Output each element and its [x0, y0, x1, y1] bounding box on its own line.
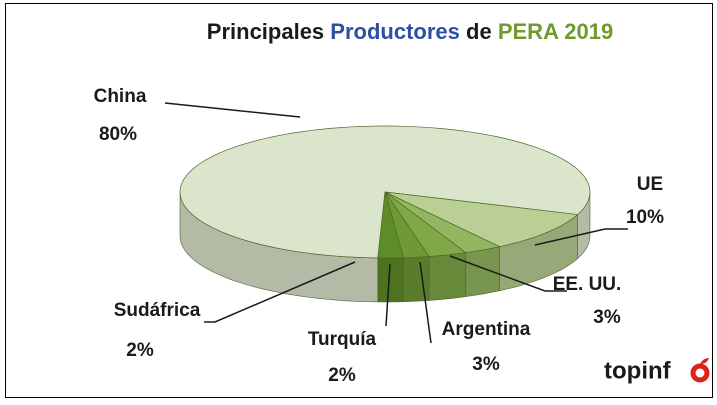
leader-line	[385, 263, 391, 327]
title-part: PERA 2019	[498, 19, 613, 44]
slice-side-shade	[499, 214, 578, 291]
slice	[384, 191, 579, 248]
value-label: 10%	[626, 207, 664, 228]
slice-side-shade	[465, 246, 500, 297]
category-label: Argentina	[442, 319, 531, 340]
category-label: UE	[637, 174, 663, 195]
slice-side-shade	[429, 252, 466, 301]
slice-side-shade	[180, 192, 378, 302]
category-label: Turquía	[308, 329, 377, 350]
leader-line	[449, 255, 567, 292]
logo-icon	[690, 358, 710, 383]
value-label: 2%	[126, 340, 154, 361]
title-part: de	[466, 19, 492, 44]
logo: topinf	[604, 357, 672, 384]
title-part: Principales	[207, 19, 324, 44]
category-label: EE. UU.	[553, 274, 622, 295]
leader-line	[419, 261, 432, 344]
value-label: 3%	[593, 307, 621, 328]
leader-line	[534, 228, 628, 246]
category-label: Sudáfrica	[114, 300, 201, 321]
value-label: 80%	[99, 124, 137, 145]
chart-title: Principales Productores de PERA 2019	[207, 19, 613, 44]
slice-side-shade	[577, 192, 590, 259]
pie-tops	[179, 125, 591, 259]
category-label: China	[94, 86, 147, 107]
slice	[377, 191, 405, 259]
value-label: 2%	[328, 365, 356, 386]
leader-line	[164, 102, 301, 118]
title-part: Productores	[330, 19, 460, 44]
pie-sides	[179, 191, 591, 303]
slice-side-shade	[377, 257, 404, 302]
leader-line	[204, 261, 356, 323]
slice-side-shade	[403, 256, 430, 302]
value-label: 3%	[472, 354, 500, 375]
